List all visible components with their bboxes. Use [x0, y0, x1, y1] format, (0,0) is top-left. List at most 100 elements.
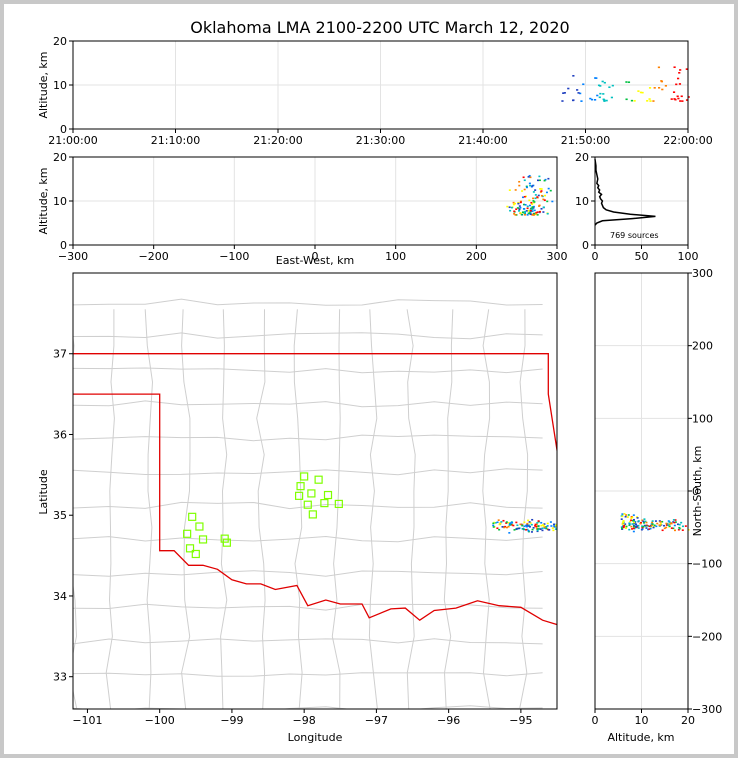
east-west-source	[534, 197, 537, 200]
longitude-tick-label: −97	[365, 714, 388, 727]
lma-station-marker	[195, 522, 204, 531]
time-height-y-tick-label: 10	[53, 79, 67, 92]
north-south-source	[672, 521, 675, 523]
time-height-source	[590, 98, 594, 101]
north-south-source	[680, 521, 683, 524]
time-height-panel: 21:00:00 21:10:00 21:20:00 21:30:00 21:40:00…	[37, 35, 713, 147]
east-west-source	[516, 207, 519, 209]
east-west-source	[518, 205, 521, 207]
time-height-source	[597, 84, 601, 87]
plan-view-source	[519, 523, 522, 526]
plan-view-source	[535, 523, 538, 526]
east-west-source	[532, 207, 535, 209]
time-height-source	[673, 98, 676, 100]
lma-stations	[183, 472, 343, 559]
plan-view-source	[525, 524, 528, 527]
plan-view-source	[534, 525, 537, 527]
north-south-source	[643, 522, 646, 524]
plan-view-source	[527, 519, 530, 522]
east-west-source	[519, 212, 522, 214]
north-south-source	[673, 529, 676, 532]
plan-view-source	[527, 530, 530, 533]
time-height-source	[579, 92, 582, 95]
plan-view-source	[541, 529, 544, 532]
north-south-ylabel: North-South, km	[691, 446, 704, 537]
plan-view-source	[526, 528, 529, 531]
east-west-source	[508, 206, 511, 209]
north-south-source	[632, 518, 635, 521]
east-west-source	[514, 202, 517, 205]
plan-view-source	[526, 522, 529, 525]
time-height-source	[660, 80, 664, 83]
east-west-source	[547, 177, 550, 180]
east-west-source	[539, 188, 542, 190]
east-west-x-tick-label: −200	[139, 250, 169, 263]
county-line	[105, 309, 115, 709]
east-west-source	[513, 210, 516, 213]
plan-view-source	[548, 529, 551, 531]
county-line	[73, 705, 543, 709]
east-west-source	[509, 209, 512, 212]
east-west-source	[525, 186, 528, 189]
east-west-source	[521, 190, 524, 192]
time-height-source	[561, 100, 564, 102]
north-south-source	[636, 516, 639, 518]
plan-view-source	[537, 520, 540, 522]
north-south-source	[624, 523, 627, 525]
north-south-source	[665, 526, 668, 529]
east-west-x-ticks: −300 −200 −100 0 100 200 300	[58, 245, 568, 263]
north-south-source	[681, 529, 684, 531]
east-west-source	[528, 174, 531, 177]
north-south-source	[660, 524, 663, 526]
north-south-source	[623, 513, 626, 515]
time-height-y-ticks: 0 10 20	[53, 35, 73, 136]
east-west-source	[526, 214, 529, 216]
plan-view-source	[508, 522, 511, 525]
time-height-source	[661, 88, 664, 91]
east-west-source	[538, 175, 541, 178]
east-west-source	[529, 209, 532, 212]
time-height-source	[652, 100, 655, 102]
north-south-source	[632, 519, 635, 522]
east-west-source	[534, 194, 537, 196]
north-south-source	[631, 523, 634, 525]
histogram-y-tick-label: 0	[582, 239, 589, 252]
east-west-source	[515, 214, 518, 216]
time-height-source	[672, 91, 676, 93]
plan-view-panel: −101 −100 −99 −98 −97 −96 −95 33 34 35 36 37 Longi…	[37, 272, 558, 744]
lma-station-marker	[188, 512, 197, 521]
east-west-source	[522, 208, 525, 210]
north-south-source	[651, 521, 654, 524]
county-boundaries	[73, 298, 557, 709]
east-west-source	[517, 202, 520, 205]
plan-view-source	[539, 528, 542, 530]
plan-view-source	[496, 527, 499, 530]
histogram-x-tick-label: 50	[635, 250, 649, 263]
plan-view-source	[554, 528, 557, 530]
east-west-source	[542, 198, 545, 201]
north-south-source	[633, 521, 636, 524]
plan-view-sources	[492, 518, 557, 534]
north-south-y-tick-label: −300	[692, 703, 722, 716]
east-west-ylabel: Altitude, km	[37, 167, 50, 234]
north-south-source	[650, 524, 653, 526]
north-south-source	[624, 515, 627, 518]
time-height-source	[608, 86, 611, 89]
longitude-tick-label: −99	[220, 714, 243, 727]
east-west-source	[526, 207, 529, 210]
plan-view-source	[535, 527, 538, 529]
east-west-source	[525, 185, 528, 188]
north-south-source	[632, 524, 635, 527]
time-height-source	[563, 92, 566, 94]
east-west-source	[534, 189, 537, 191]
plan-view-source	[536, 528, 539, 530]
north-south-source	[621, 527, 624, 530]
north-south-source	[676, 523, 679, 526]
east-west-source	[508, 189, 511, 191]
east-west-source	[524, 213, 527, 216]
east-west-source	[512, 201, 515, 204]
histogram-x-tick-label: 0	[592, 250, 599, 263]
county-line	[73, 501, 543, 510]
east-west-source	[512, 203, 515, 206]
